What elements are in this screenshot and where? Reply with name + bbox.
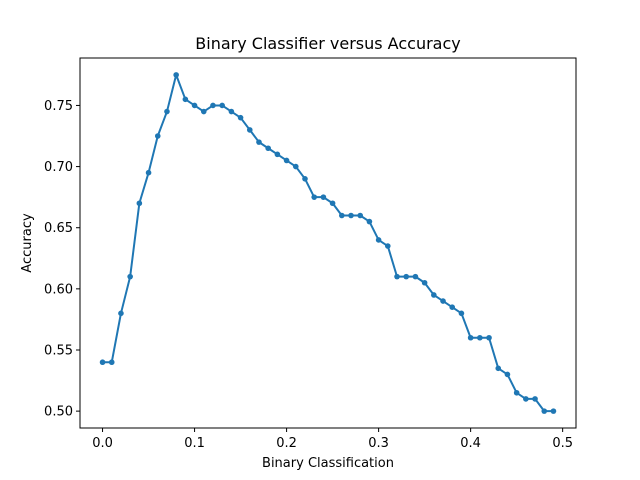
- data-point: [99, 359, 106, 366]
- data-point: [467, 334, 474, 341]
- y-tick-label: 0.70: [44, 160, 73, 175]
- data-point: [421, 279, 428, 286]
- data-point: [513, 389, 520, 396]
- x-tick-label: 0.4: [460, 436, 481, 451]
- data-point: [458, 310, 465, 317]
- data-point: [329, 200, 336, 207]
- data-point: [375, 237, 382, 243]
- x-tick-label: 0.1: [184, 436, 205, 451]
- data-point: [495, 365, 502, 372]
- data-point: [182, 96, 189, 103]
- data-point: [191, 102, 198, 109]
- data-point: [523, 396, 529, 402]
- data-point: [440, 298, 446, 304]
- data-point: [550, 408, 557, 414]
- plot-background: [80, 58, 576, 428]
- x-tick-label: 0.0: [92, 436, 113, 451]
- data-point: [339, 212, 345, 219]
- data-point: [265, 145, 271, 152]
- data-point: [200, 108, 207, 115]
- y-tick-label: 0.55: [44, 343, 73, 358]
- data-point: [127, 273, 133, 280]
- x-axis: 0.0 0.1 0.2 0.3 0.4 0.5: [92, 428, 573, 451]
- data-point: [118, 310, 124, 317]
- data-point: [274, 151, 281, 158]
- data-point: [431, 292, 437, 298]
- data-point: [164, 108, 170, 115]
- data-point: [237, 114, 244, 121]
- data-point: [403, 273, 410, 280]
- data-point: [477, 334, 483, 341]
- data-point: [541, 408, 548, 414]
- data-point: [154, 133, 161, 139]
- plot-frame: [79, 57, 577, 429]
- series-layer: [99, 72, 557, 414]
- y-tick-label: 0.75: [44, 99, 73, 114]
- data-point: [320, 194, 327, 200]
- data-point: [210, 102, 216, 109]
- chart-title: Binary Classifier versus Accuracy: [195, 34, 460, 53]
- data-point: [302, 176, 308, 182]
- data-point: [449, 304, 456, 310]
- data-point: [357, 212, 364, 219]
- x-tick-label: 0.2: [276, 436, 297, 451]
- data-point: [219, 102, 225, 109]
- data-point: [136, 200, 143, 207]
- x-axis-label: Binary Classification: [262, 456, 394, 471]
- data-point: [394, 273, 400, 280]
- data-point: [504, 371, 511, 378]
- data-point: [145, 169, 152, 176]
- data-point: [292, 163, 299, 170]
- data-point: [283, 157, 290, 164]
- data-point: [256, 139, 262, 145]
- y-tick-label: 0.65: [44, 221, 73, 236]
- y-tick-label: 0.60: [44, 282, 73, 297]
- data-point: [412, 273, 419, 280]
- data-point: [532, 396, 538, 402]
- data-point: [108, 359, 115, 366]
- data-point: [228, 108, 235, 115]
- data-point: [246, 127, 253, 133]
- x-tick-label: 0.3: [368, 436, 389, 451]
- y-tick-label: 0.50: [44, 405, 73, 420]
- data-point: [366, 218, 373, 225]
- y-axis-label: Accuracy: [20, 213, 35, 273]
- data-point: [486, 334, 492, 341]
- x-tick-label: 0.5: [552, 436, 573, 451]
- y-axis: 0.50 0.55 0.60 0.65 0.70 0.75: [44, 99, 80, 420]
- data-point: [348, 212, 354, 219]
- data-point: [173, 72, 179, 78]
- data-point: [385, 243, 391, 249]
- data-point: [311, 194, 318, 200]
